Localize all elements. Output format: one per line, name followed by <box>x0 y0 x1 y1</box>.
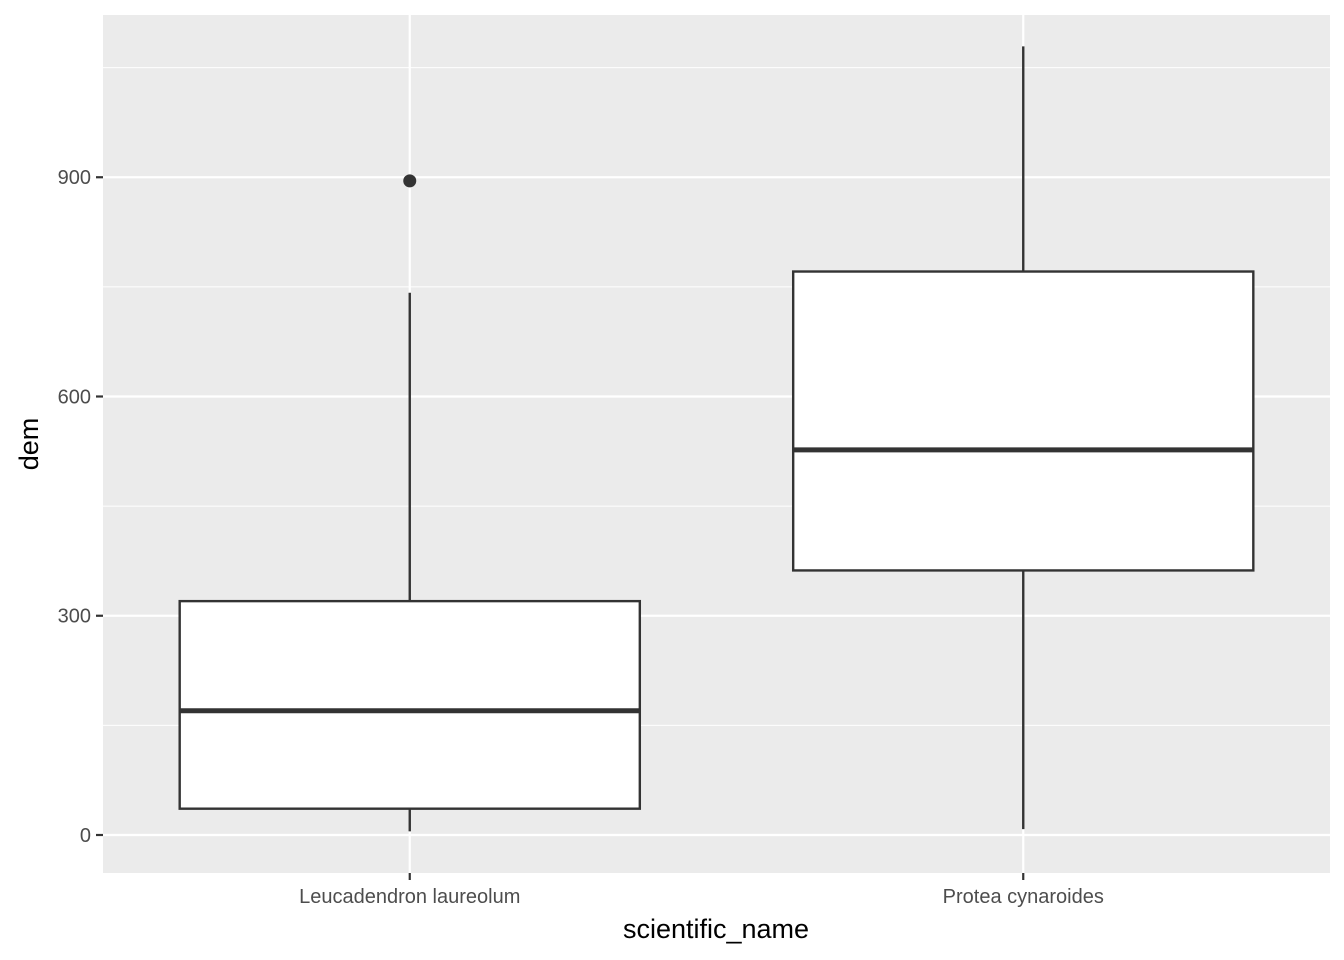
x-tick-label: Protea cynaroides <box>943 886 1104 908</box>
x-axis: Leucadendron laureolum Protea cynaroides <box>299 873 1104 908</box>
y-tick-label: 300 <box>58 606 91 628</box>
boxes <box>178 46 1255 832</box>
box-iqr <box>178 599 642 810</box>
x-axis-title: scientific_name <box>623 914 809 944</box>
y-axis: 0 300 600 900 <box>58 167 103 847</box>
y-axis-title: dem <box>14 418 44 471</box>
box-group <box>791 46 1255 830</box>
y-tick-label: 600 <box>58 386 91 408</box>
y-tick-label: 0 <box>80 825 91 847</box>
x-tick-label: Leucadendron laureolum <box>299 886 520 908</box>
outlier-point <box>403 174 417 188</box>
box-iqr <box>791 270 1255 572</box>
y-tick-label: 900 <box>58 167 91 189</box>
box-group <box>178 174 642 832</box>
